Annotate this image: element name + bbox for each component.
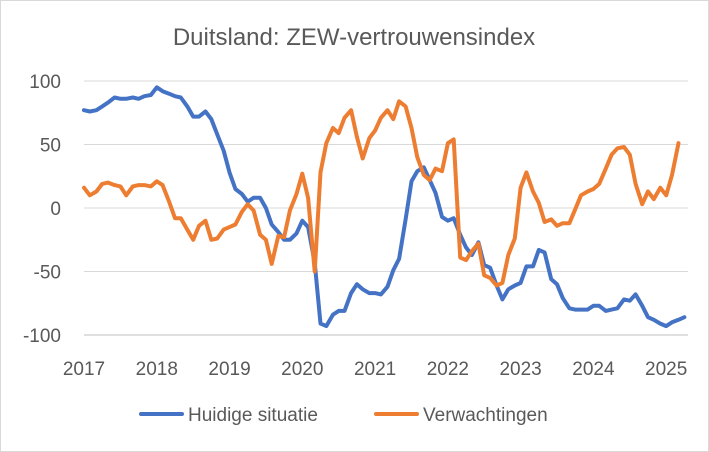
x-tick-label: 2019	[208, 359, 250, 380]
x-tick-label: 2024	[572, 359, 615, 380]
x-tick-label: 2017	[63, 359, 105, 380]
x-tick-label: 2025	[645, 359, 687, 380]
y-tick-label: 50	[40, 136, 61, 157]
x-tick-label: 2023	[499, 359, 541, 380]
y-tick-label: -50	[34, 263, 61, 284]
gridlines	[84, 80, 688, 336]
legend-label: Verwachtingen	[423, 405, 548, 426]
chart-title: Duitsland: ZEW-vertrouwensindex	[173, 24, 535, 51]
y-tick-label: -100	[23, 326, 61, 347]
series-line-huidige-situatie	[82, 85, 687, 329]
x-axis-ticks: 2017 2018 2019 2020 2021 2022 2023 2024 2025	[63, 359, 687, 380]
legend-label: Huidige situatie	[188, 405, 318, 426]
y-axis-ticks: 100 50 0 -50 -100	[23, 72, 61, 347]
series-lines	[82, 85, 687, 329]
x-tick-label: 2022	[427, 359, 469, 380]
x-tick-label: 2020	[281, 359, 323, 380]
x-tick-label: 2018	[136, 359, 178, 380]
y-tick-label: 0	[50, 199, 61, 220]
series-line-verwachtingen	[82, 99, 681, 288]
legend: Huidige situatie Verwachtingen	[139, 405, 548, 426]
x-tick-label: 2021	[354, 359, 396, 380]
y-tick-label: 100	[29, 72, 61, 93]
